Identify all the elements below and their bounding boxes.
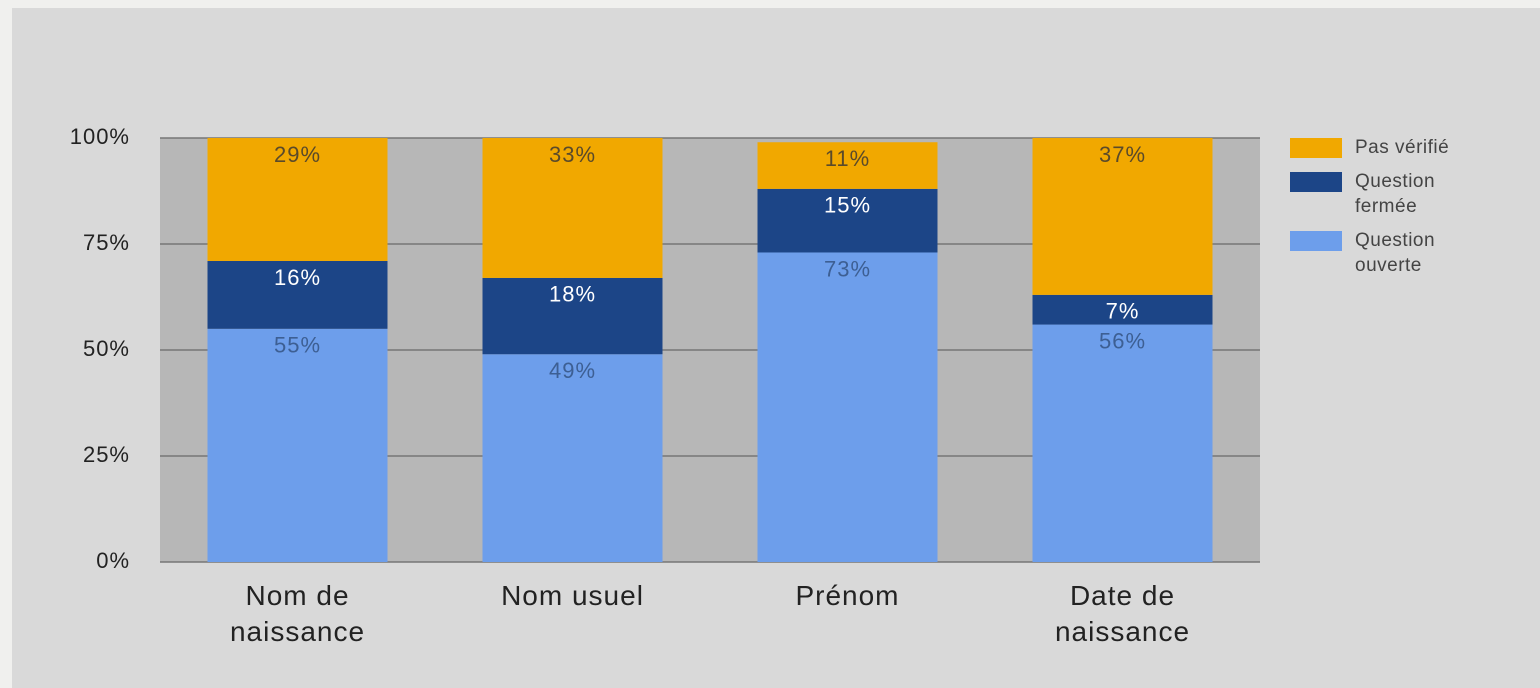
legend-label: Pas vérifié [1355, 137, 1450, 158]
data-label: 49% [549, 358, 596, 383]
bar-segment [757, 252, 938, 563]
bar-segment [482, 138, 663, 278]
chart: 0% 25% 50% 75% 100% 55% 16% 29% 49% 18% 33% 73% 15% 1… [70, 124, 1342, 573]
legend-swatch [1290, 231, 1342, 251]
y-tick-label: 100% [70, 124, 130, 149]
x-tick-label: Date de naissance [1054, 580, 1191, 647]
data-label: 15% [824, 193, 871, 218]
legend-label: Question fermée [1355, 171, 1436, 217]
y-tick-label: 25% [83, 442, 130, 467]
bar-segment [1032, 294, 1213, 325]
data-label: 16% [274, 265, 321, 290]
data-label: 56% [1099, 328, 1146, 353]
x-tick-label: Nom usuel [501, 580, 644, 611]
data-label: 73% [824, 256, 871, 281]
bar-segment [482, 354, 663, 562]
data-label: 18% [549, 282, 596, 307]
data-label: 7% [1106, 299, 1140, 324]
data-label: 29% [274, 142, 321, 167]
data-label: 11% [825, 146, 870, 171]
y-tick-label: 50% [83, 336, 130, 361]
bar-segment [757, 188, 938, 253]
bar-segment [207, 328, 388, 562]
bar-segment [1032, 138, 1213, 295]
data-label: 55% [274, 333, 321, 358]
legend-label: Question ouverte [1355, 230, 1436, 276]
y-tick-label: 0% [96, 548, 130, 573]
x-tick-label: Nom de naissance [229, 580, 366, 647]
y-tick-label: 75% [83, 230, 130, 255]
x-tick-label: Prénom [795, 580, 900, 611]
data-label: 37% [1099, 142, 1146, 167]
bar-segment [207, 138, 388, 261]
chart-panel: 0% 25% 50% 75% 100% 55% 16% 29% 49% 18% 33% 73% 15% 1… [12, 8, 1540, 688]
bar-segment [482, 277, 663, 355]
bar-segment [1032, 324, 1213, 562]
legend-swatch [1290, 138, 1342, 158]
legend-swatch [1290, 172, 1342, 192]
bar-segment [207, 260, 388, 329]
data-label: 33% [549, 142, 596, 167]
bar-segment [757, 142, 938, 189]
